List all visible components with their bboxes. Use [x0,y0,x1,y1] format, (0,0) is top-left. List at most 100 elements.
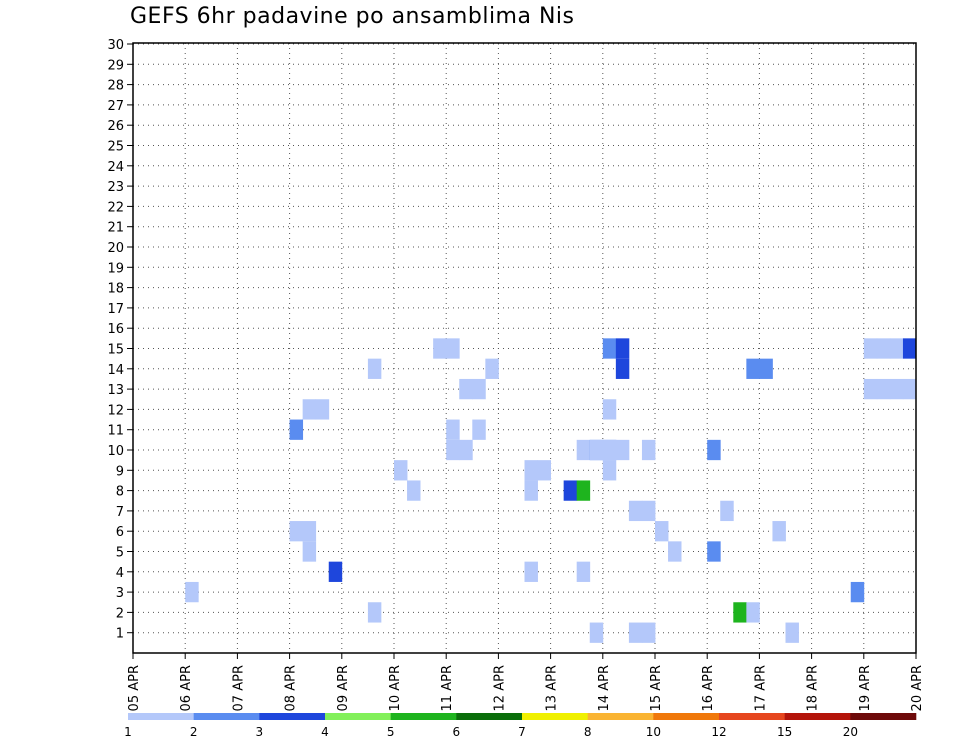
precip-cell [602,439,617,461]
y-tick-label: 2 [116,606,124,621]
precip-cell [407,480,421,501]
legend-label: 12 [711,725,726,739]
y-tick-label: 6 [116,525,124,540]
x-tick-label: 07 APR [231,665,246,711]
x-tick-label: 14 APR [597,665,612,711]
y-tick-label: 11 [107,424,124,439]
legend-swatch [325,713,391,720]
legend-label: 6 [453,725,461,739]
legend-label: 20 [843,725,858,739]
precip-cell [863,378,878,400]
y-tick-label: 20 [107,241,124,256]
y-tick-label: 27 [107,99,124,114]
legend-label: 8 [584,725,592,739]
y-tick-label: 3 [116,586,124,601]
precip-cell [785,622,799,643]
precip-cell [524,480,538,501]
precip-cell [485,358,499,379]
precip-cell [302,521,317,542]
precip-cell [302,399,317,420]
y-tick-label: 4 [116,566,124,581]
y-tick-label: 19 [107,261,124,276]
precip-cell [876,378,891,400]
precip-cells [185,338,917,643]
precip-cell [446,338,460,359]
y-tick-label: 22 [107,200,124,215]
precip-cell [394,460,408,481]
x-axis: 05 APR 06 APR 07 APR 08 APR 09 APR 10 APR 11 A… [127,653,925,711]
legend-swatch [850,713,917,720]
legend-label: 5 [387,725,395,739]
precip-cell [850,581,865,603]
precip-cell [433,338,447,359]
precip-cell [289,419,304,440]
y-tick-label: 17 [107,302,124,317]
precip-cell [367,602,382,623]
y-tick-label: 9 [116,464,124,479]
precip-cell [602,399,617,420]
y-axis: 1234567891011121314151617181920212223242… [107,38,133,642]
legend-swatch [653,713,720,720]
x-tick-label: 17 APR [753,665,768,711]
precip-cell [602,460,617,481]
precip-cell [576,480,591,501]
x-tick-label: 13 APR [545,665,560,711]
precip-cell [524,460,538,481]
precip-cell [641,439,656,461]
precip-cell [563,480,578,501]
legend-swatch [128,713,194,720]
precip-cell [668,541,682,562]
precip-cell [772,521,786,542]
x-tick-label: 05 APR [127,665,142,711]
y-tick-label: 29 [107,58,124,73]
legend: 1 2 3 4 5 6 7 8 10 12 15 20 [124,713,917,739]
precip-cell [576,439,591,461]
precip-cell [615,358,630,379]
precip-cell [759,358,773,379]
precip-cell [902,338,917,359]
legend-label: 3 [256,725,264,739]
legend-swatch [259,713,326,720]
precip-cell [615,439,630,461]
legend-swatch [456,713,523,720]
x-tick-label: 09 APR [336,665,351,711]
precip-cell [446,419,460,440]
precip-cell [446,439,460,461]
legend-swatch [522,713,588,720]
precip-cell [746,358,760,379]
x-tick-label: 08 APR [284,665,299,711]
x-tick-label: 18 APR [806,665,821,711]
y-tick-label: 25 [107,140,124,155]
legend-label: 10 [646,725,661,739]
x-tick-label: 11 APR [440,665,455,711]
precip-cell [524,561,538,582]
y-tick-label: 30 [107,38,124,53]
legend-swatch [784,713,851,720]
legend-label: 4 [321,725,329,739]
precip-cell [902,378,917,400]
precip-cell [367,358,382,379]
precip-cell [602,338,617,359]
gridlines [132,43,917,653]
y-tick-label: 18 [107,282,124,297]
y-tick-label: 21 [107,221,124,236]
precip-cell [589,622,604,643]
legend-label: 7 [518,725,526,739]
legend-swatch [719,713,785,720]
precip-cell [876,338,891,359]
precip-cell [707,541,721,562]
precip-cell [589,439,604,461]
y-tick-label: 7 [116,505,124,520]
y-tick-label: 10 [107,444,124,459]
precip-cell [459,378,473,400]
precip-cell [707,439,721,461]
y-tick-label: 23 [107,180,124,195]
legend-label: 1 [124,725,132,739]
precip-cell [733,602,747,623]
precip-cell [185,581,199,603]
precip-cell [315,399,330,420]
precip-cell [628,500,643,522]
y-tick-label: 24 [107,160,124,175]
precip-cell [302,541,317,562]
